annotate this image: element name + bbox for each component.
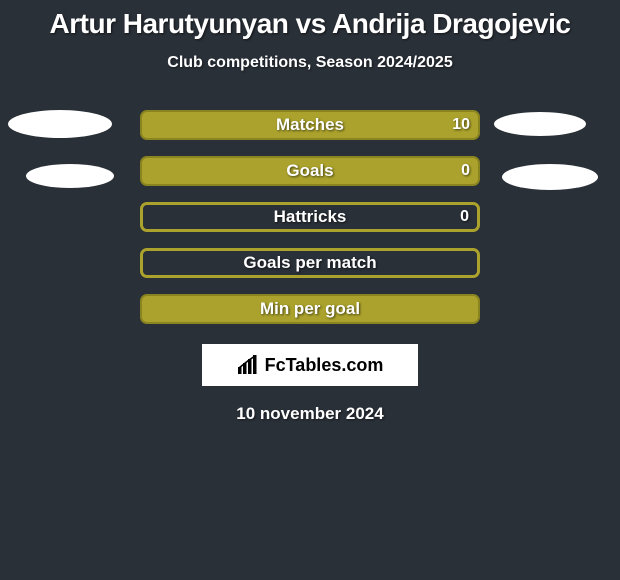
stat-bar-matches: Matches 10	[140, 110, 480, 140]
stat-row-gpm: Goals per match	[0, 248, 620, 278]
stat-bar-hattricks: Hattricks 0	[140, 202, 480, 232]
stat-row-goals: Goals 0	[0, 156, 620, 186]
stat-value-goals: 0	[461, 162, 470, 180]
snapshot-date: 10 november 2024	[0, 404, 620, 424]
stat-value-matches: 10	[452, 116, 470, 134]
stat-label-matches: Matches	[276, 115, 344, 135]
left-marker-goals	[26, 164, 114, 188]
stat-row-mpg: Min per goal	[0, 294, 620, 324]
stat-bar-goals: Goals 0	[140, 156, 480, 186]
bar-chart-icon	[237, 355, 259, 375]
stat-value-hattricks: 0	[460, 208, 469, 226]
logo-box: FcTables.com	[202, 344, 418, 386]
stat-label-mpg: Min per goal	[260, 299, 360, 319]
comparison-title: Artur Harutyunyan vs Andrija Dragojevic	[0, 0, 620, 40]
stat-row-hattricks: Hattricks 0	[0, 202, 620, 232]
stat-label-gpm: Goals per match	[243, 253, 376, 273]
stat-label-goals: Goals	[286, 161, 333, 181]
stat-rows: Matches 10 Goals 0 Hattricks 0 Goals per…	[0, 110, 620, 324]
stat-label-hattricks: Hattricks	[274, 207, 347, 227]
comparison-subtitle: Club competitions, Season 2024/2025	[0, 54, 620, 72]
logo-text: FcTables.com	[265, 355, 384, 376]
stat-bar-mpg: Min per goal	[140, 294, 480, 324]
left-marker-matches	[8, 110, 112, 138]
stat-row-matches: Matches 10	[0, 110, 620, 140]
right-marker-goals	[502, 164, 598, 190]
stat-bar-gpm: Goals per match	[140, 248, 480, 278]
right-marker-matches	[494, 112, 586, 136]
